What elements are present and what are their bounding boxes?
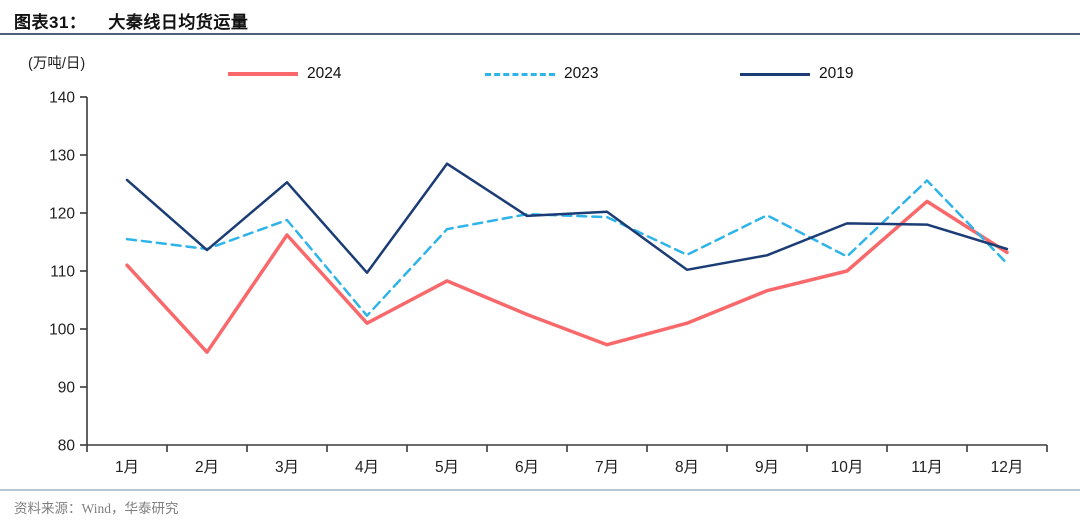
legend-line-2019	[740, 72, 810, 76]
y-tick-label: 80	[58, 438, 76, 455]
legend-label-2019: 2019	[819, 65, 854, 82]
x-tick-label: 11月	[911, 459, 943, 476]
chart-number: 图表31：	[14, 13, 87, 32]
x-tick-label: 4月	[355, 459, 379, 476]
x-tick-label: 10月	[831, 459, 864, 476]
x-tick-label: 7月	[595, 459, 619, 476]
x-tick-label: 1月	[115, 459, 139, 476]
x-tick-label: 12月	[991, 459, 1024, 476]
legend-line-2023	[485, 72, 555, 76]
x-tick-label: 8月	[675, 459, 699, 476]
series-line-2023	[125, 179, 1009, 317]
legend-item-2023: 2023	[485, 64, 598, 84]
legend-item-2024: 2024	[228, 64, 341, 84]
chart-canvas: 80 90 100 110 120 130 140 1月 2月 3月 4月 5月 6月 7月 8月 9月 10月…	[49, 90, 1048, 476]
source-note: 资料来源：Wind，华泰研究	[14, 501, 179, 516]
y-tick-label: 90	[58, 380, 76, 397]
chart-title-text: 大秦线日均货运量	[108, 13, 249, 32]
footer-divider	[0, 489, 1080, 491]
legend-item-2019: 2019	[740, 64, 853, 84]
y-tick-label: 100	[49, 322, 75, 339]
legend-label-2024: 2024	[307, 65, 342, 82]
y-tick-label: 120	[49, 206, 75, 223]
y-tick-label: 140	[49, 90, 75, 107]
y-tick-label: 110	[50, 264, 75, 281]
x-tick-label: 2月	[195, 459, 219, 476]
x-tick-label: 5月	[435, 459, 459, 476]
x-tick-label: 9月	[755, 459, 779, 476]
chart-area: 80 90 100 110 120 130 140 1月 2月 3月 4月 5月 6月 7月 8月 9月 10月…	[0, 90, 1080, 490]
series-line-2019	[125, 162, 1009, 274]
legend-label-2023: 2023	[564, 65, 599, 82]
y-axis-unit-label: (万吨/日)	[28, 56, 86, 72]
y-tick-label: 130	[49, 148, 75, 165]
x-tick-label: 3月	[275, 459, 299, 476]
legend-line-2024	[228, 72, 298, 76]
title-divider	[0, 33, 1080, 35]
chart-title: 图表31： 大秦线日均货运量	[14, 8, 248, 33]
series-line-2024	[125, 199, 1009, 354]
x-tick-label: 6月	[515, 459, 539, 476]
legend: 2024 2023 2019	[0, 64, 1080, 84]
